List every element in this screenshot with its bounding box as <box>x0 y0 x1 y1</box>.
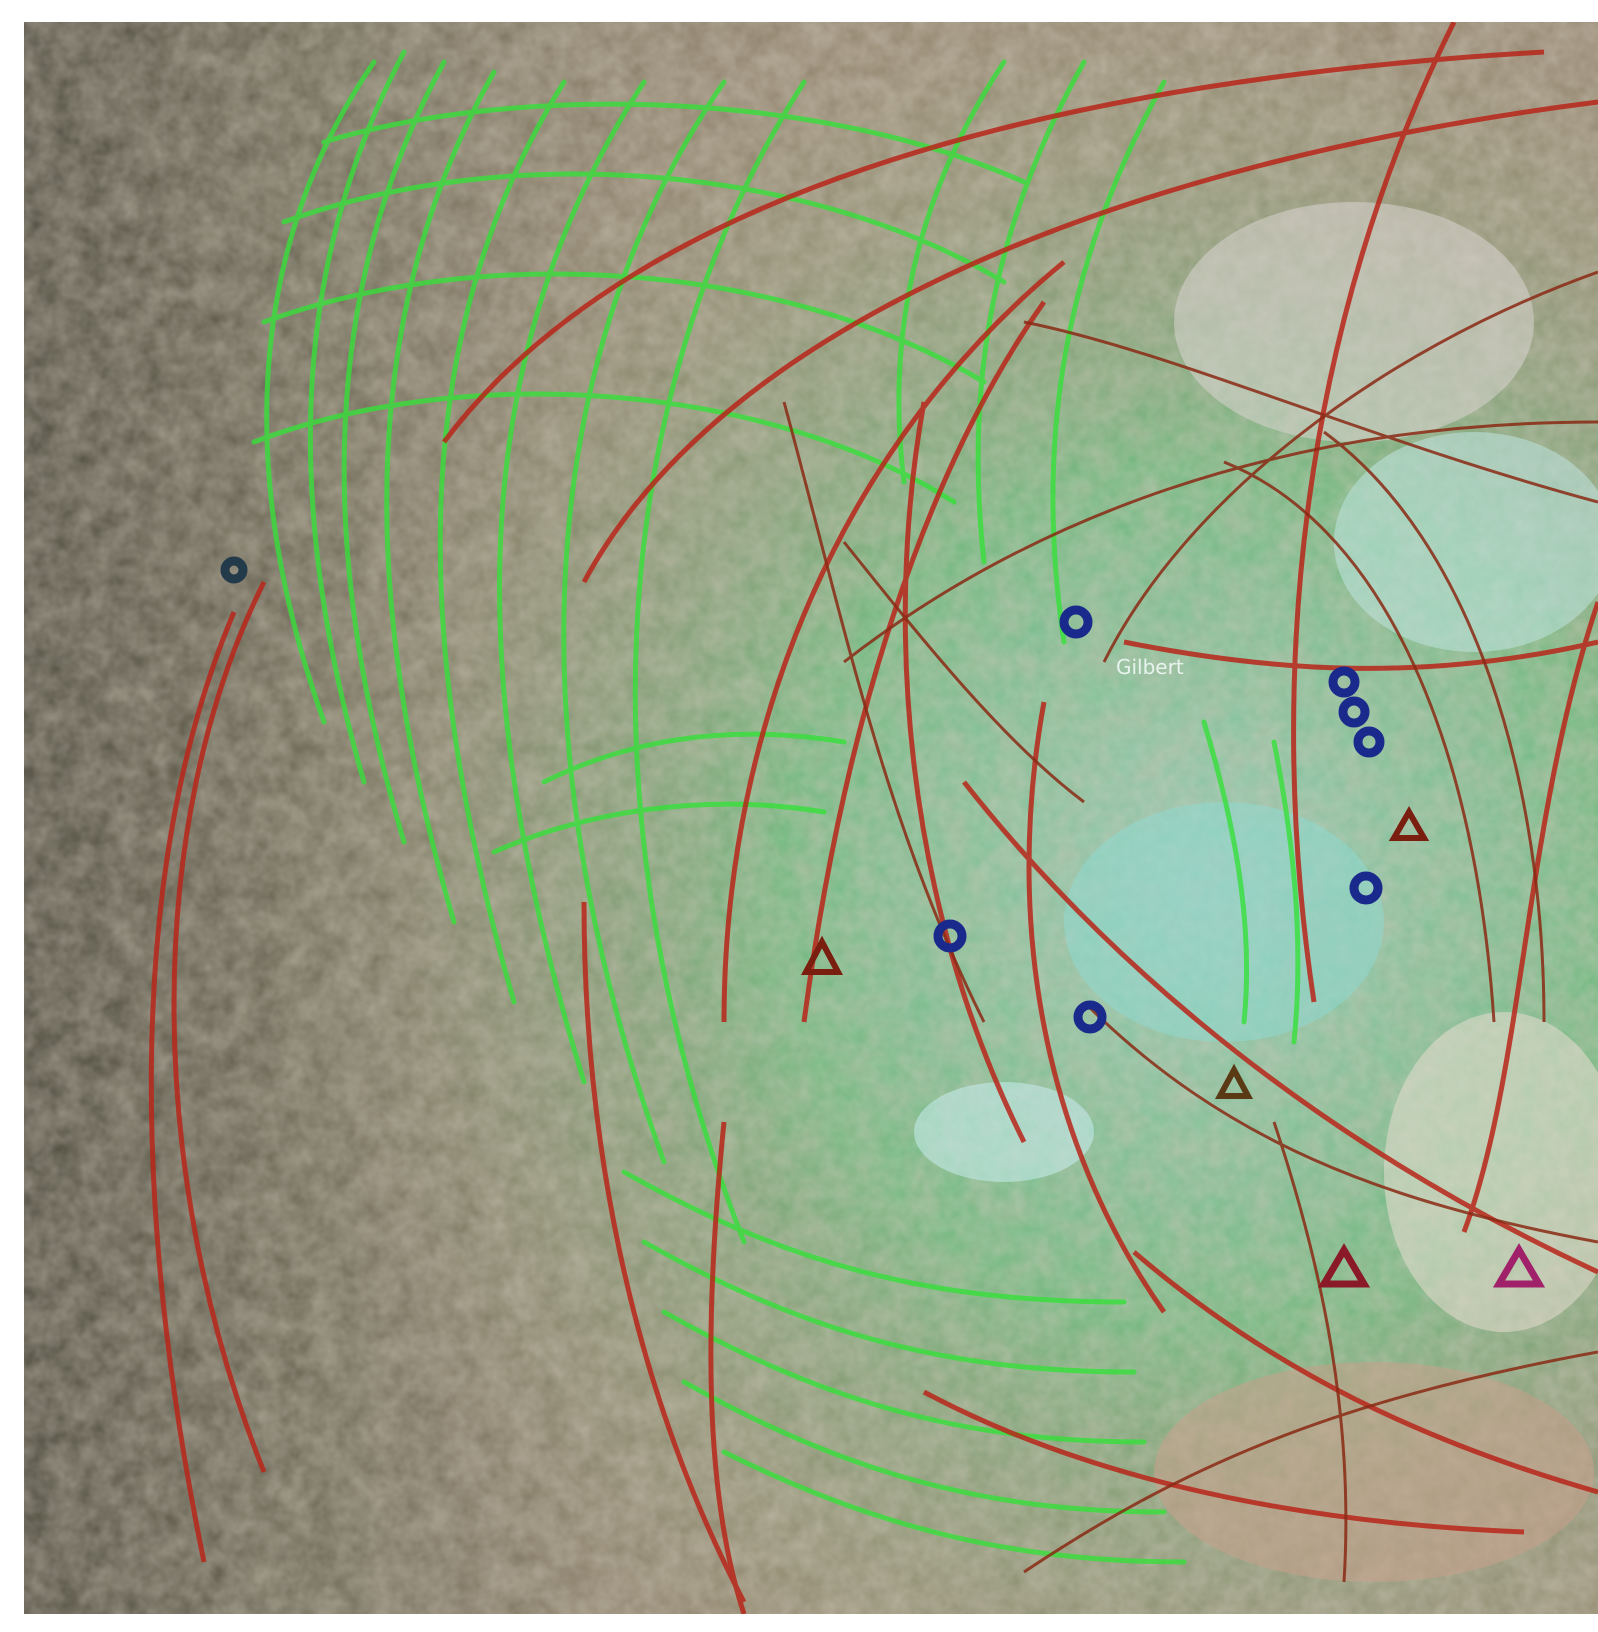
red-arcs <box>148 22 1598 1614</box>
triangle-markers <box>801 805 1546 1288</box>
circle-marker-icon[interactable] <box>1353 726 1385 758</box>
dark-red-arcs <box>782 270 1598 1583</box>
circle-marker-icon[interactable] <box>1073 1000 1107 1034</box>
circle-marker-icon[interactable] <box>933 919 967 953</box>
circle-marker-icon[interactable] <box>1328 666 1360 698</box>
circle-marker-icon[interactable] <box>1338 696 1370 728</box>
center-label: Gilbert <box>1116 655 1184 679</box>
circle-marker-icon[interactable] <box>1349 871 1383 905</box>
green-arcs <box>251 49 1301 1565</box>
triangle-marker-icon[interactable] <box>1317 1243 1371 1288</box>
triangle-marker-icon[interactable] <box>801 935 843 975</box>
blue-markers <box>220 556 1385 1034</box>
map-frame: Gilbert <box>24 22 1598 1614</box>
triangle-marker-icon[interactable] <box>1214 1063 1254 1099</box>
circle-marker-icon[interactable] <box>220 556 248 584</box>
light-patches <box>914 202 1598 1582</box>
circle-marker-icon[interactable] <box>1059 605 1093 639</box>
triangle-marker-icon[interactable] <box>1388 805 1430 841</box>
map-canvas[interactable]: Gilbert <box>24 22 1598 1614</box>
triangle-marker-icon[interactable] <box>1492 1243 1546 1288</box>
